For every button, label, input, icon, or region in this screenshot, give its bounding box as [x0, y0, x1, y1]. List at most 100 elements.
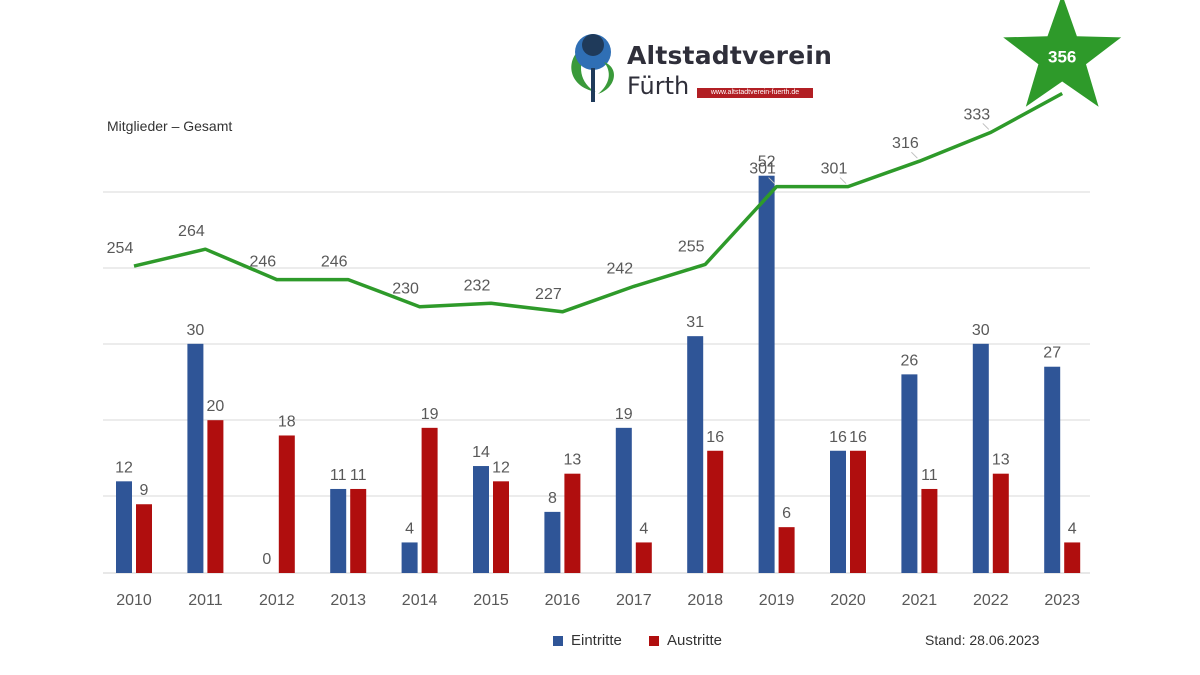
stand-date: Stand: 28.06.2023 — [925, 632, 1040, 648]
star-highlight-icon — [1003, 0, 1122, 107]
bar-austritte — [1064, 542, 1081, 573]
data-label-austritte: 4 — [1068, 520, 1077, 537]
x-tick-label: 2016 — [545, 592, 581, 609]
data-label-gesamt-latest: 356 — [1048, 48, 1076, 67]
data-label-austritte: 13 — [992, 452, 1010, 469]
x-tick-label: 2023 — [1044, 592, 1080, 609]
data-label-eintritte: 16 — [829, 429, 847, 446]
data-label-austritte: 16 — [849, 429, 867, 446]
bar-austritte — [635, 542, 652, 573]
data-label-gesamt: 230 — [392, 281, 419, 298]
bar-austritte — [421, 427, 438, 573]
bar-austritte — [493, 481, 509, 573]
bar-eintritte — [544, 511, 561, 573]
legend-label-eintritte: Eintritte — [571, 632, 622, 649]
bar-eintritte — [758, 175, 775, 573]
x-tick-label: 2018 — [687, 592, 723, 609]
logo-url: www.altstadtverein-fuerth.de — [697, 88, 813, 98]
bar-eintritte — [473, 466, 489, 573]
data-label-leader — [768, 177, 775, 184]
bar-eintritte — [116, 481, 132, 573]
bar-eintritte — [330, 488, 347, 573]
data-label-austritte: 12 — [492, 459, 510, 476]
data-label-austritte: 18 — [278, 413, 296, 430]
legend-swatch-austritte — [649, 635, 659, 646]
x-tick-label: 2019 — [759, 592, 795, 609]
data-label-gesamt: 254 — [107, 240, 134, 257]
bar-austritte — [278, 435, 295, 573]
data-label-austritte: 6 — [782, 505, 791, 522]
legend-item-eintritte: Eintritte — [553, 632, 622, 649]
bar-austritte — [992, 473, 1009, 573]
data-label-gesamt: 227 — [535, 286, 562, 303]
x-tick-label: 2012 — [259, 592, 295, 609]
data-label-gesamt: 246 — [249, 254, 276, 271]
data-label-leader — [982, 123, 990, 130]
data-label-gesamt: 333 — [963, 106, 990, 123]
logo-title: Altstadtverein — [627, 41, 833, 70]
bar-eintritte — [401, 542, 418, 573]
data-label-eintritte: 31 — [686, 314, 704, 331]
x-tick-label: 2015 — [473, 592, 509, 609]
bar-eintritte — [1044, 366, 1061, 573]
x-tick-label: 2021 — [902, 592, 938, 609]
data-label-austritte: 4 — [639, 520, 648, 537]
data-label-eintritte: 27 — [1043, 345, 1061, 362]
data-label-eintritte: 4 — [405, 520, 414, 537]
x-tick-label: 2014 — [402, 592, 438, 609]
data-label-eintritte: 0 — [262, 551, 271, 568]
bar-austritte — [921, 488, 938, 573]
bar-eintritte — [972, 343, 989, 573]
data-label-austritte: 11 — [921, 467, 938, 484]
data-label-eintritte: 12 — [115, 459, 133, 476]
bar-eintritte — [187, 343, 204, 573]
legend-label-austritte: Austritte — [667, 632, 723, 649]
legend-item-austritte: Austritte — [649, 632, 722, 649]
data-label-austritte: 20 — [207, 398, 225, 415]
x-tick-label: 2013 — [330, 592, 366, 609]
data-label-gesamt: 316 — [892, 135, 919, 152]
bar-eintritte — [830, 450, 846, 573]
data-label-austritte: 9 — [140, 482, 149, 499]
data-label-eintritte: 30 — [187, 322, 205, 339]
bar-austritte — [350, 488, 367, 573]
bar-eintritte — [687, 336, 704, 573]
data-label-leader — [911, 151, 918, 159]
bar-austritte — [207, 420, 224, 573]
data-label-gesamt: 264 — [178, 223, 205, 240]
line-mitglieder-gesamt — [133, 91, 1064, 314]
bar-austritte — [136, 504, 152, 573]
data-label-gesamt: 232 — [464, 277, 491, 294]
data-label-eintritte: 30 — [972, 322, 990, 339]
bar-austritte — [564, 473, 581, 573]
data-label-eintritte: 26 — [901, 352, 919, 369]
x-tick-label: 2020 — [830, 592, 866, 609]
data-label-austritte: 11 — [350, 467, 367, 484]
bar-austritte — [707, 450, 724, 573]
members-total-label: Mitglieder – Gesamt — [107, 118, 233, 134]
x-tick-label: 2017 — [616, 592, 652, 609]
data-label-austritte: 19 — [421, 406, 439, 423]
data-label-austritte: 16 — [706, 429, 724, 446]
logo-city: Fürth — [627, 72, 690, 100]
data-label-eintritte: 8 — [548, 490, 557, 507]
legend-swatch-eintritte — [553, 635, 563, 646]
x-tick-label: 2011 — [188, 592, 223, 609]
bar-austritte — [778, 527, 795, 573]
data-label-eintritte: 14 — [472, 444, 490, 461]
x-tick-label: 2010 — [116, 592, 152, 609]
data-label-eintritte: 11 — [330, 467, 347, 484]
bar-eintritte — [901, 374, 918, 573]
x-tick-label: 2022 — [973, 592, 1009, 609]
data-label-gesamt: 301 — [821, 161, 848, 178]
data-label-eintritte: 19 — [615, 406, 633, 423]
data-label-gesamt: 242 — [606, 260, 633, 277]
data-label-leader — [839, 177, 847, 184]
bar-eintritte — [615, 427, 632, 573]
data-label-austritte: 13 — [564, 452, 582, 469]
data-label-gesamt: 301 — [749, 161, 776, 178]
data-label-gesamt: 246 — [321, 254, 348, 271]
logo-emblem — [571, 34, 615, 102]
data-label-gesamt: 255 — [678, 238, 705, 255]
